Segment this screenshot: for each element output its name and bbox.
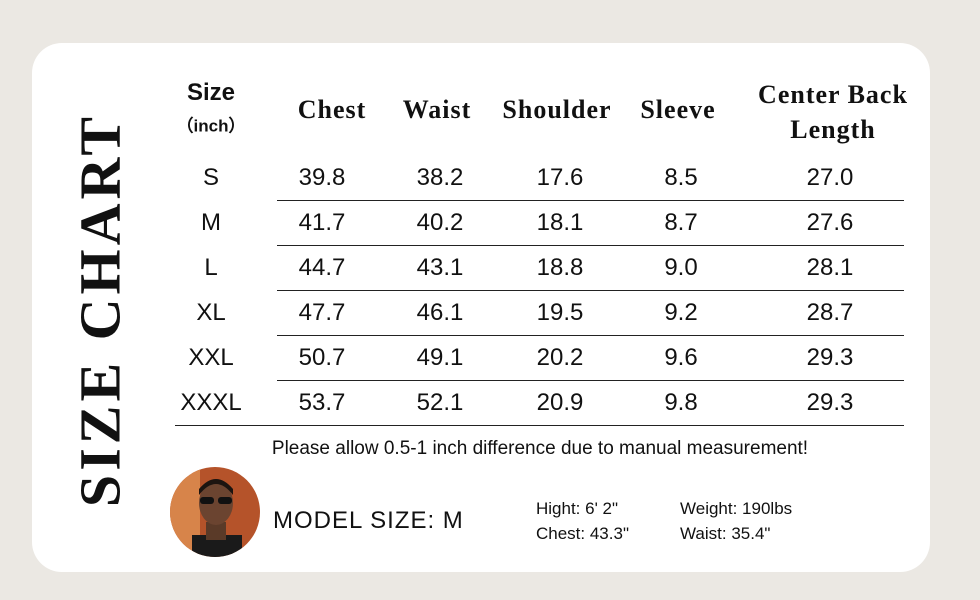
cell: 29.3: [806, 344, 854, 371]
cell: 27.6: [806, 209, 854, 236]
row-divider: [175, 425, 904, 426]
cell: 17.6: [536, 164, 584, 191]
size-header: Size: [186, 79, 236, 106]
cell: 9.6: [664, 344, 698, 371]
row-divider: [277, 290, 904, 291]
row-divider: [277, 380, 904, 381]
cell: 18.8: [536, 254, 584, 281]
cell: 9.2: [664, 299, 698, 326]
cell: 41.7: [298, 209, 346, 236]
row-divider: [277, 200, 904, 201]
title: SIZE CHART: [67, 112, 133, 508]
size-label: XXL: [188, 344, 234, 371]
note: Please allow 0.5-1 inch difference due t…: [271, 438, 809, 459]
model-photo: [170, 467, 260, 557]
cell: 18.1: [536, 209, 584, 236]
model-stat: Chest: 43.3": [536, 524, 629, 543]
model-stat: Hight: 6' 2": [536, 499, 619, 518]
cell: 19.5: [536, 299, 584, 326]
cell: 9.8: [664, 389, 698, 416]
cell: 27.0: [806, 164, 854, 191]
row-divider: [277, 245, 904, 246]
cell: 44.7: [298, 254, 346, 281]
model-stat: Weight: 190lbs: [680, 499, 793, 518]
cell: 47.7: [298, 299, 346, 326]
model-size: MODEL SIZE: M: [273, 507, 464, 534]
cell: 52.1: [416, 389, 464, 416]
size-label: M: [201, 209, 221, 236]
unit-header: （inch）: [176, 116, 246, 136]
cell: 40.2: [416, 209, 464, 236]
cell: 8.5: [664, 164, 698, 191]
cell: 29.3: [806, 389, 854, 416]
cell: 46.1: [416, 299, 464, 326]
model-stat: Waist: 35.4": [680, 524, 771, 543]
cell: 39.8: [298, 164, 346, 191]
cell: 28.1: [806, 254, 854, 281]
column-header: Chest: [297, 95, 367, 124]
cell: 8.7: [664, 209, 698, 236]
cell: 53.7: [298, 389, 346, 416]
column-header: Shoulder: [502, 95, 612, 124]
cell: 28.7: [806, 299, 854, 326]
cell: 20.2: [536, 344, 584, 371]
column-header: Waist: [402, 95, 472, 124]
size-label: L: [204, 254, 218, 281]
cell: 38.2: [416, 164, 464, 191]
size-label: XXXL: [180, 389, 242, 416]
cell: 50.7: [298, 344, 346, 371]
cell: 9.0: [664, 254, 698, 281]
column-header: Sleeve: [640, 95, 716, 124]
row-divider: [277, 335, 904, 336]
cell: 43.1: [416, 254, 464, 281]
column-header: Center Back Length: [758, 80, 908, 144]
size-label: XL: [196, 299, 226, 326]
cell: 49.1: [416, 344, 464, 371]
cell: 20.9: [536, 389, 584, 416]
size-label: S: [202, 164, 220, 191]
